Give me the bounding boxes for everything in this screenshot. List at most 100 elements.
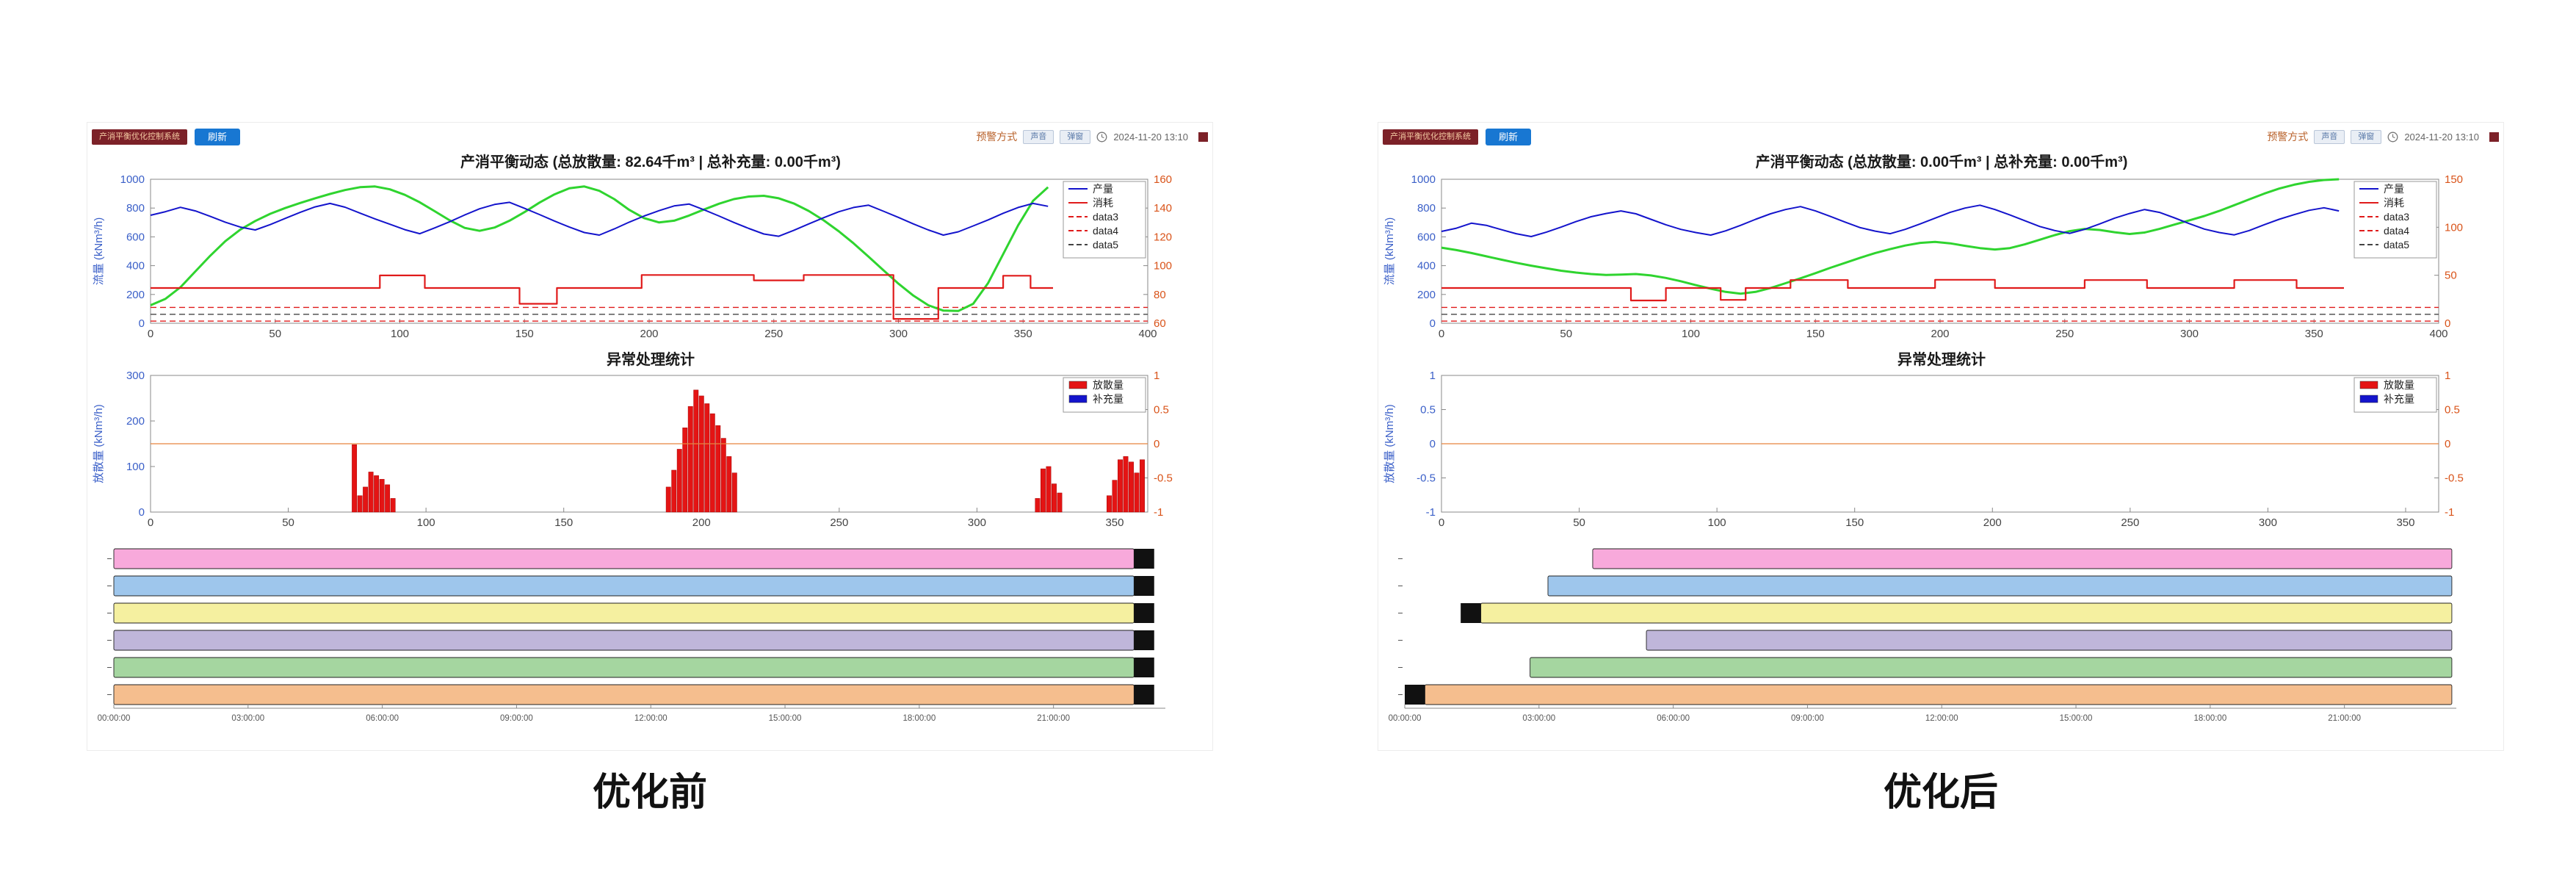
svg-text:50: 50 bbox=[2445, 270, 2457, 282]
svg-text:0: 0 bbox=[148, 328, 153, 340]
svg-text:0: 0 bbox=[2445, 438, 2450, 450]
svg-text:-0.5: -0.5 bbox=[1417, 472, 1436, 485]
system-title-badge: 产消平衡优化控制系统 bbox=[92, 129, 187, 145]
svg-text:600: 600 bbox=[1417, 231, 1436, 243]
svg-text:350: 350 bbox=[1105, 516, 1124, 529]
svg-text:250: 250 bbox=[830, 516, 848, 529]
svg-text:-0.5: -0.5 bbox=[2445, 472, 2464, 485]
svg-text:100: 100 bbox=[1708, 516, 1726, 529]
svg-text:200: 200 bbox=[126, 415, 145, 428]
svg-text:消耗: 消耗 bbox=[1093, 197, 1113, 209]
clock-icon bbox=[1096, 132, 1107, 142]
svg-text:60: 60 bbox=[1154, 317, 1166, 330]
svg-text:100: 100 bbox=[2445, 221, 2463, 234]
alert-mode-label: 预警方式 bbox=[976, 131, 1018, 143]
svg-text:data5: data5 bbox=[2384, 239, 2409, 251]
alert-option-popup-button[interactable]: 弹窗 bbox=[1060, 129, 1091, 144]
svg-text:200: 200 bbox=[692, 516, 711, 529]
alert-option-popup-button[interactable]: 弹窗 bbox=[2351, 129, 2382, 144]
svg-text:200: 200 bbox=[1417, 289, 1436, 301]
svg-text:250: 250 bbox=[2055, 328, 2074, 340]
svg-text:1000: 1000 bbox=[1411, 173, 1436, 186]
header-right-group: 预警方式 声音 弹窗 2024-11-20 13:10 bbox=[2267, 129, 2499, 144]
svg-text:0: 0 bbox=[1430, 438, 1436, 450]
svg-text:1: 1 bbox=[2445, 370, 2450, 382]
anomaly-chart-after-svg: 异常处理统计 -1 -0.5 0 0.5 1 -1 -0.5 0 0.5 1 0 50 100 150 200… bbox=[1383, 350, 2464, 529]
svg-text:100: 100 bbox=[126, 461, 145, 473]
svg-text:03:00:00: 03:00:00 bbox=[1522, 714, 1555, 723]
svg-text:-0.5: -0.5 bbox=[1154, 472, 1173, 485]
anomaly-statistics-chart: 异常处理统计 0 100 200 300 -1 -0.5 0 0.5 1 0 50 100 150 200 2… bbox=[87, 350, 1212, 535]
panel-after-optimization: 产消平衡优化控制系统 刷新 预警方式 声音 弹窗 2024-11-20 13:1… bbox=[1378, 122, 2504, 751]
svg-text:0: 0 bbox=[1439, 516, 1444, 529]
svg-text:250: 250 bbox=[2121, 516, 2139, 529]
corner-badge-icon bbox=[1198, 132, 1208, 142]
svg-text:0: 0 bbox=[139, 506, 145, 519]
svg-text:140: 140 bbox=[1154, 202, 1172, 215]
svg-text:18:00:00: 18:00:00 bbox=[2193, 714, 2226, 723]
svg-text:放散量 (kNm³/h): 放散量 (kNm³/h) bbox=[93, 404, 105, 483]
svg-text:-1: -1 bbox=[1426, 506, 1436, 519]
svg-text:-1: -1 bbox=[2445, 506, 2454, 519]
svg-text:400: 400 bbox=[126, 260, 145, 273]
svg-text:补充量: 补充量 bbox=[1093, 393, 1124, 405]
svg-text:400: 400 bbox=[1417, 260, 1436, 273]
svg-text:100: 100 bbox=[1154, 260, 1172, 273]
gantt-chart-before-svg: 00:00:00 03:00:00 06:00:00 09:00:00 12:00:00… bbox=[98, 548, 1165, 723]
svg-text:流量 (kNm³/h): 流量 (kNm³/h) bbox=[93, 217, 105, 286]
svg-text:150: 150 bbox=[1806, 328, 1825, 340]
refresh-button[interactable]: 刷新 bbox=[1486, 128, 1532, 145]
svg-text:产消平衡动态 (总放散量: 0.00千m³ | 总补充量:: 产消平衡动态 (总放散量: 0.00千m³ | 总补充量: 0.00千m³) bbox=[1756, 153, 2128, 170]
svg-text:0.5: 0.5 bbox=[1154, 404, 1169, 417]
corner-badge-icon bbox=[2489, 132, 2499, 142]
timestamp: 2024-11-20 13:10 bbox=[1113, 131, 1188, 143]
svg-text:data4: data4 bbox=[1093, 225, 1118, 237]
svg-text:流量 (kNm³/h): 流量 (kNm³/h) bbox=[1383, 217, 1396, 286]
svg-text:放散量: 放散量 bbox=[1093, 379, 1124, 391]
gantt-chart-after-svg: 00:00:00 03:00:00 06:00:00 09:00:00 12:00:00… bbox=[1389, 548, 2456, 723]
svg-text:补充量: 补充量 bbox=[2384, 393, 2414, 405]
svg-text:100: 100 bbox=[417, 516, 435, 529]
svg-text:放散量: 放散量 bbox=[2384, 379, 2414, 391]
refresh-button[interactable]: 刷新 bbox=[195, 128, 241, 145]
svg-text:0: 0 bbox=[1439, 328, 1444, 340]
svg-text:产消平衡动态 (总放散量: 82.64千m³ | 总补充量:: 产消平衡动态 (总放散量: 82.64千m³ | 总补充量: 0.00千m³) bbox=[460, 153, 841, 170]
alert-option-sound-button[interactable]: 声音 bbox=[1023, 129, 1054, 144]
svg-text:12:00:00: 12:00:00 bbox=[1925, 714, 1958, 723]
svg-text:300: 300 bbox=[2259, 516, 2277, 529]
svg-text:150: 150 bbox=[1845, 516, 1864, 529]
svg-text:300: 300 bbox=[889, 328, 908, 340]
schedule-gantt-chart: 00:00:00 03:00:00 06:00:00 09:00:00 12:00:00… bbox=[87, 539, 1212, 740]
anomaly-chart-before-svg: 异常处理统计 0 100 200 300 -1 -0.5 0 0.5 1 0 50 100 150 200 2… bbox=[93, 350, 1173, 529]
clock-icon bbox=[2387, 132, 2398, 142]
header-right-group: 预警方式 声音 弹窗 2024-11-20 13:10 bbox=[976, 129, 1208, 144]
svg-text:06:00:00: 06:00:00 bbox=[1657, 714, 1690, 723]
svg-text:data3: data3 bbox=[2384, 211, 2409, 223]
timestamp: 2024-11-20 13:10 bbox=[2404, 131, 2479, 143]
svg-text:15:00:00: 15:00:00 bbox=[2060, 714, 2093, 723]
svg-text:200: 200 bbox=[640, 328, 658, 340]
svg-text:18:00:00: 18:00:00 bbox=[902, 714, 936, 723]
alert-option-sound-button[interactable]: 声音 bbox=[2314, 129, 2345, 144]
svg-text:300: 300 bbox=[968, 516, 986, 529]
svg-text:data5: data5 bbox=[1093, 239, 1118, 251]
svg-text:200: 200 bbox=[1931, 328, 1949, 340]
svg-text:21:00:00: 21:00:00 bbox=[2328, 714, 2361, 723]
svg-text:400: 400 bbox=[1138, 328, 1157, 340]
svg-text:100: 100 bbox=[1682, 328, 1700, 340]
svg-text:350: 350 bbox=[2305, 328, 2323, 340]
svg-text:1: 1 bbox=[1430, 370, 1436, 382]
svg-text:150: 150 bbox=[554, 516, 573, 529]
svg-text:data3: data3 bbox=[1093, 211, 1118, 223]
panel-header: 产消平衡优化控制系统 刷新 预警方式 声音 弹窗 2024-11-20 13:1… bbox=[1378, 123, 2503, 148]
svg-text:-1: -1 bbox=[1154, 506, 1163, 519]
svg-text:50: 50 bbox=[269, 328, 281, 340]
svg-text:15:00:00: 15:00:00 bbox=[769, 714, 802, 723]
balance-chart-before-svg: 产消平衡动态 (总放散量: 82.64千m³ | 总补充量: 0.00千m³) 0… bbox=[93, 153, 1172, 340]
svg-text:0: 0 bbox=[148, 516, 153, 529]
anomaly-statistics-chart: 异常处理统计 -1 -0.5 0 0.5 1 -1 -0.5 0 0.5 1 0 50 100 150 200… bbox=[1378, 350, 2503, 535]
svg-text:0: 0 bbox=[139, 317, 145, 330]
svg-text:0: 0 bbox=[1430, 317, 1436, 330]
svg-text:50: 50 bbox=[1573, 516, 1585, 529]
svg-text:21:00:00: 21:00:00 bbox=[1037, 714, 1070, 723]
